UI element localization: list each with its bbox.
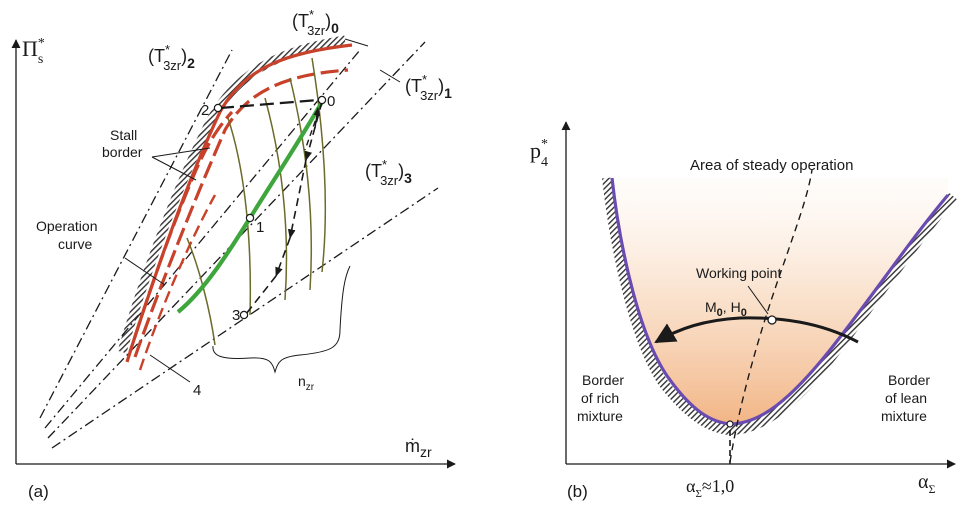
- stall-border-line-0: [128, 43, 353, 353]
- stall-border-line-2: [125, 110, 234, 363]
- leader-lines: [124, 38, 401, 383]
- border-hatching: [602, 177, 957, 436]
- point-0-marker: [317, 95, 327, 105]
- working-point-marker: [767, 315, 777, 325]
- process-arrow-3: [275, 237, 291, 277]
- rich-mixture-label: Border of rich mixture: [577, 372, 624, 424]
- temperature-line-0: [44, 49, 361, 429]
- temp-label-2: (T* 3zr)2: [148, 42, 195, 73]
- point-4-label: 4: [193, 382, 201, 399]
- steady-area-fill: [612, 178, 948, 424]
- speed-brace: [212, 265, 351, 374]
- steady-operation-line: [729, 169, 813, 463]
- stall-border-line-3: [138, 194, 217, 371]
- temp0-leader: [344, 38, 369, 47]
- process-line-to-3: [245, 275, 277, 315]
- point-4-leader: [149, 354, 191, 383]
- speed-label: nzr: [298, 373, 315, 393]
- right-panel: p* 4 αΣ αΣ≈1,0 (b) Area of steady operati…: [530, 121, 957, 501]
- temperature-line-3: [51, 187, 439, 449]
- stall-leader-1: [151, 156, 197, 181]
- flight-condition-label: M0, H0: [705, 299, 747, 319]
- alpha-reference-label: αΣ≈1,0: [686, 476, 734, 500]
- process-line-2-0: [219, 98, 319, 110]
- process-line-0-1: [304, 101, 323, 151]
- operation-leader: [124, 257, 166, 286]
- right-x-axis-label: αΣ: [918, 471, 935, 496]
- operation-label: Operation curve: [36, 218, 97, 252]
- temperature-line-1: [47, 41, 426, 439]
- speed-lines: [186, 57, 327, 346]
- temp1-leader: [379, 69, 401, 83]
- working-point-leader: [747, 285, 769, 315]
- temp-label-3: (T* 3zr)3: [365, 157, 412, 188]
- temp-label-0: (T* 3zr)0: [292, 7, 339, 38]
- point-3-label: 3: [232, 307, 240, 324]
- left-y-axis-label: Π* s: [22, 36, 45, 67]
- point-2-marker: [213, 103, 223, 113]
- point-1-marker: [245, 213, 255, 223]
- temperature-lines: [39, 41, 439, 449]
- point-3-marker: [239, 310, 249, 320]
- working-point-label: Working point: [696, 265, 781, 281]
- speed-line-4: [289, 77, 313, 291]
- temperature-line-2: [39, 49, 233, 419]
- point-0-label: 0: [327, 93, 335, 110]
- steady-area-label: Area of steady operation: [690, 157, 853, 174]
- stall-label: Stall border: [102, 127, 143, 160]
- point-1-label: 1: [256, 219, 264, 236]
- point-2-label: 2: [201, 102, 209, 119]
- speed-line-3: [264, 97, 288, 301]
- process-arrow-1: [304, 101, 323, 161]
- stall-leader-2: [151, 147, 211, 158]
- process-arrow-2: [287, 159, 307, 239]
- lean-mixture-label: Border of lean mixture: [881, 372, 930, 424]
- left-panel: Π* s ṁzr (a) (T* 3zr)0 (T* 3zr)2 (T* 3zr)1 (…: [11, 7, 456, 501]
- panel-a-label: (a): [28, 482, 49, 501]
- temp-label-1: (T* 3zr)1: [405, 72, 452, 103]
- flight-condition-arc: [654, 316, 859, 344]
- stall-hatching: [117, 35, 346, 354]
- speed-line-1: [186, 237, 216, 346]
- speed-line-2: [227, 117, 252, 316]
- process-arrow-up: [313, 107, 321, 129]
- optimum-point-marker: [726, 420, 734, 428]
- panel-b-label: (b): [567, 482, 588, 501]
- stall-border-line-1: [133, 68, 349, 358]
- speed-line-5: [311, 57, 327, 273]
- right-y-axis-label: p* 4: [530, 137, 548, 170]
- left-x-axis-label: ṁzr: [405, 436, 432, 460]
